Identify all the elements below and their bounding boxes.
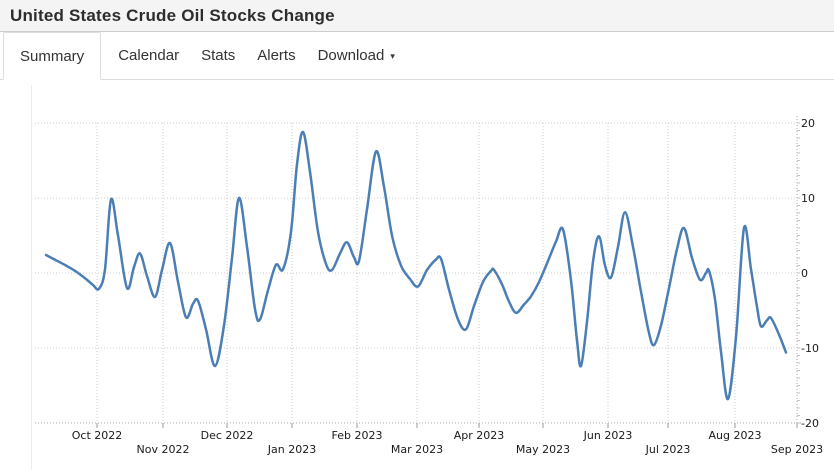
x-axis-label: Nov 2022 — [137, 443, 190, 456]
x-axis-label: Aug 2023 — [709, 429, 762, 442]
x-axis-label: Apr 2023 — [454, 429, 505, 442]
tab-download[interactable]: Download ▾ — [307, 32, 406, 79]
panel-left-border — [31, 85, 32, 470]
line-chart: 20 10 0 -10 -20 Oct 2022 Nov 2022 Dec 2022 Jan 2… — [35, 116, 823, 456]
x-axis-label: May 2023 — [516, 443, 570, 456]
tab-summary-label: Summary — [20, 47, 85, 65]
page-title: United States Crude Oil Stocks Change — [10, 5, 335, 25]
tab-stats-label: Stats — [201, 47, 236, 64]
title-bar: United States Crude Oil Stocks Change — [0, 0, 834, 32]
x-axis-label: Sep 2023 — [771, 443, 823, 456]
x-axis-label: Mar 2023 — [391, 443, 443, 456]
caret-down-icon: ▾ — [390, 51, 395, 61]
tab-alerts[interactable]: Alerts — [246, 32, 306, 79]
series-line — [44, 130, 788, 401]
tab-summary[interactable]: Summary — [3, 32, 102, 80]
tab-calendar[interactable]: Calendar — [107, 32, 190, 79]
tab-stats[interactable]: Stats — [190, 32, 246, 79]
y-axis-label: -20 — [801, 417, 819, 430]
chart-panel: 20 10 0 -10 -20 Oct 2022 Nov 2022 Dec 2022 Jan 2… — [0, 81, 834, 470]
y-axis-label: 20 — [801, 117, 815, 130]
tab-download-label: Download — [317, 47, 385, 64]
tab-calendar-label: Calendar — [118, 47, 180, 64]
x-axis-label: Feb 2023 — [332, 429, 383, 442]
y-axis-label: 0 — [801, 267, 808, 280]
x-axis-label: Oct 2022 — [72, 429, 123, 442]
y-axis-label: -10 — [801, 342, 819, 355]
tab-bar: Summary Calendar Stats Alerts Download ▾ — [0, 32, 834, 80]
x-axis-label: Dec 2022 — [201, 429, 254, 442]
x-axis-label: Jan 2023 — [267, 443, 316, 456]
x-axis-label: Jul 2023 — [645, 443, 691, 456]
x-axis-label: Jun 2023 — [583, 429, 633, 442]
tab-alerts-label: Alerts — [257, 47, 296, 64]
y-axis-label: 10 — [801, 192, 815, 205]
